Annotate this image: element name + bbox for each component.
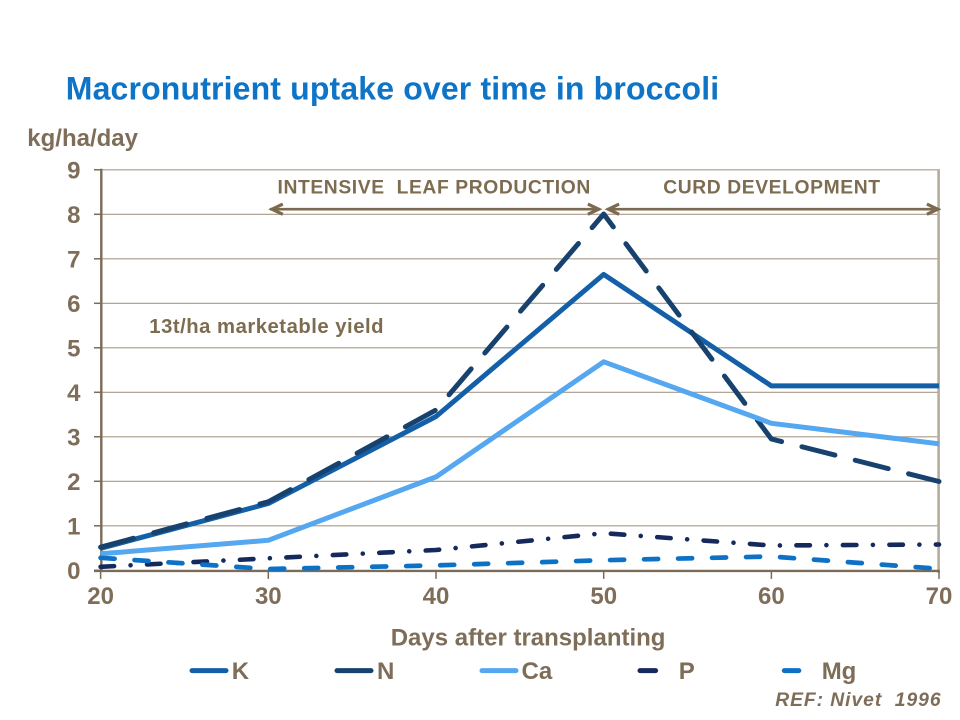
svg-text:5: 5 bbox=[67, 335, 80, 362]
svg-text:4: 4 bbox=[67, 380, 81, 407]
svg-text:P: P bbox=[679, 658, 695, 685]
svg-text:9: 9 bbox=[67, 157, 80, 184]
svg-text:Macronutrient uptake over time: Macronutrient uptake over time in brocco… bbox=[66, 71, 720, 107]
svg-text:50: 50 bbox=[590, 583, 617, 610]
svg-text:30: 30 bbox=[255, 583, 282, 610]
svg-text:7: 7 bbox=[67, 246, 80, 273]
svg-text:8: 8 bbox=[67, 202, 80, 229]
svg-text:6: 6 bbox=[67, 291, 80, 318]
svg-text:REF: Nivet 1996: REF: Nivet 1996 bbox=[775, 690, 941, 711]
svg-text:CURD DEVELOPMENT: CURD DEVELOPMENT bbox=[663, 178, 880, 199]
svg-text:Ca: Ca bbox=[522, 658, 553, 685]
svg-text:13t/ha marketable yield: 13t/ha marketable yield bbox=[149, 316, 384, 338]
svg-text:2: 2 bbox=[67, 469, 80, 496]
svg-text:60: 60 bbox=[758, 583, 785, 610]
svg-text:3: 3 bbox=[67, 424, 80, 451]
svg-text:kg/ha/day: kg/ha/day bbox=[27, 125, 138, 152]
svg-text:N: N bbox=[377, 658, 394, 685]
svg-text:Days after transplanting: Days after transplanting bbox=[391, 624, 666, 651]
svg-text:0: 0 bbox=[67, 558, 80, 585]
svg-text:1: 1 bbox=[67, 513, 80, 540]
svg-text:Mg: Mg bbox=[822, 658, 857, 685]
svg-text:20: 20 bbox=[87, 583, 114, 610]
svg-text:70: 70 bbox=[926, 583, 953, 610]
svg-text:40: 40 bbox=[423, 583, 450, 610]
svg-text:INTENSIVE LEAF PRODUCTION: INTENSIVE LEAF PRODUCTION bbox=[277, 178, 590, 199]
svg-text:K: K bbox=[232, 658, 250, 685]
